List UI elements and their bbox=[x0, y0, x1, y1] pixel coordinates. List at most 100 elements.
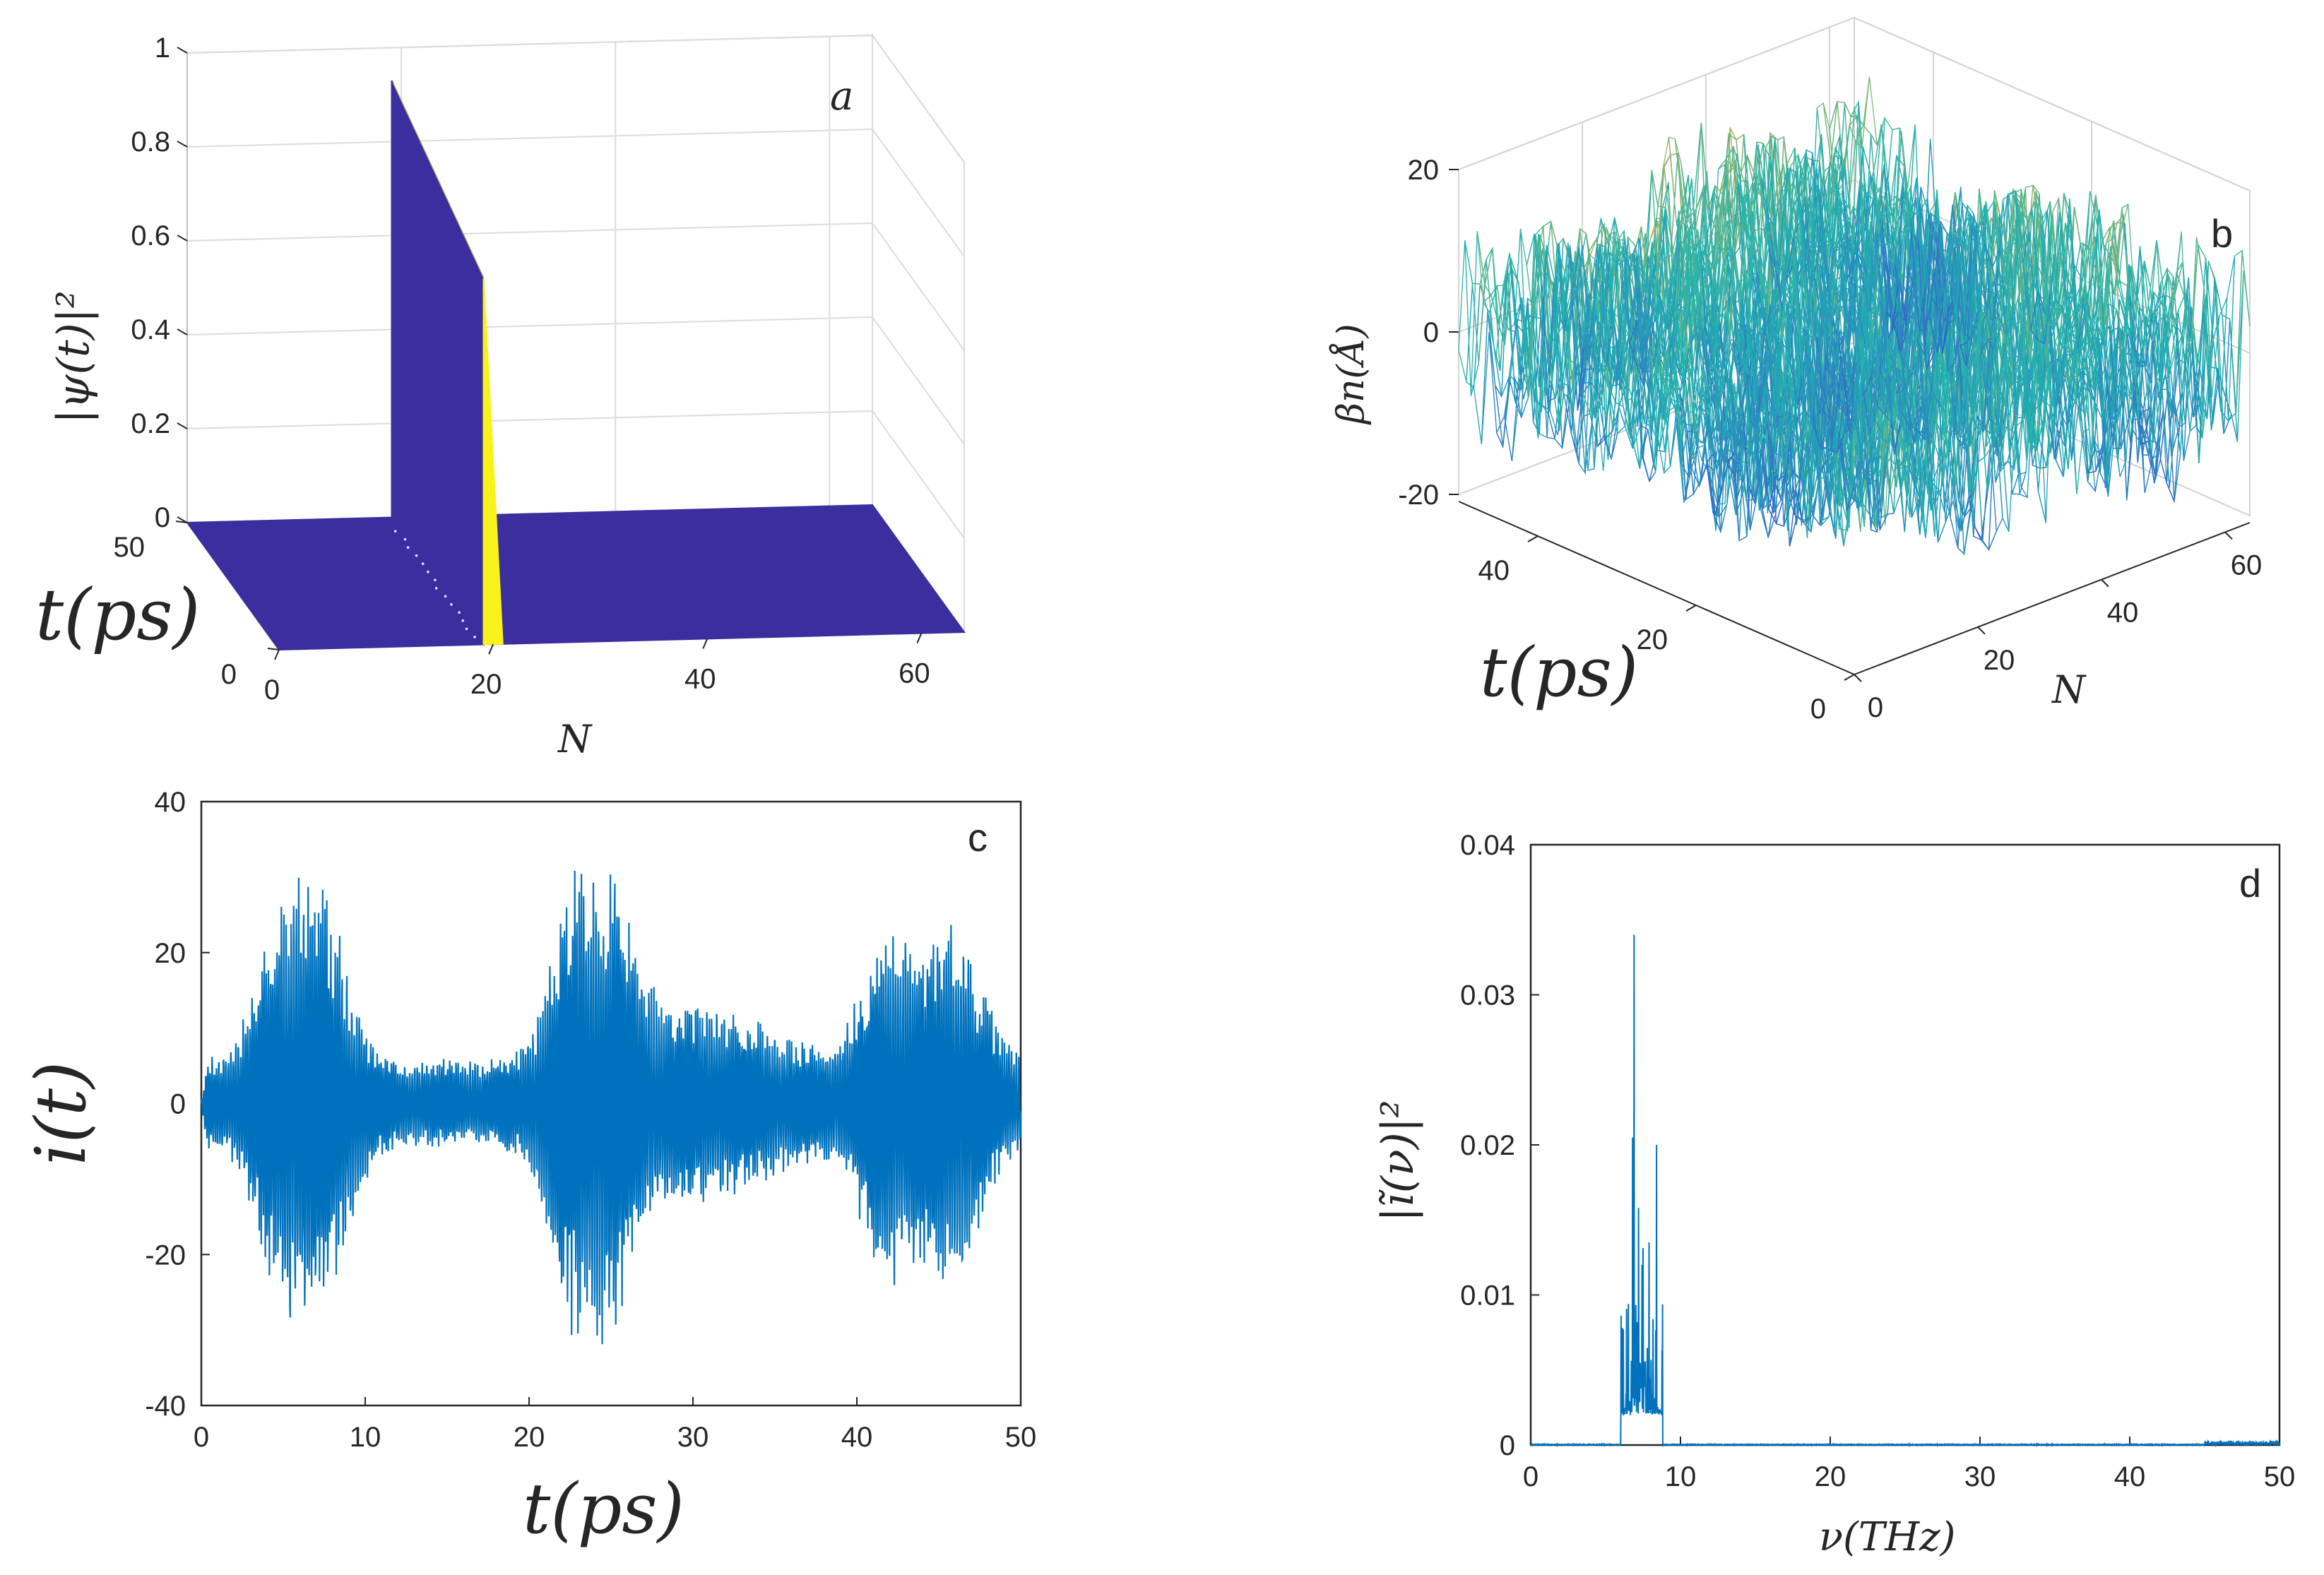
panel-c-line-chart: 0 10 20 30 40 50 -40 -20 0 20 40 c i(t) t(ps) bbox=[21, 787, 1036, 1550]
panel-d-xtick-label: 20 bbox=[1815, 1461, 1846, 1492]
panel-a-ytick-label: 50 bbox=[114, 532, 146, 563]
panel-a-floor bbox=[186, 504, 966, 651]
panel-c-ytick-label: 0 bbox=[170, 1089, 186, 1120]
panel-c-label: c bbox=[968, 815, 988, 860]
panel-b-y-axis bbox=[1458, 501, 1855, 675]
panel-a-ztick-label: 0 bbox=[155, 502, 170, 533]
panel-b-xtick-label: 40 bbox=[2107, 598, 2139, 629]
panel-a-speckle bbox=[465, 627, 468, 631]
panel-a-surface bbox=[186, 80, 966, 651]
panel-a-speckle bbox=[434, 587, 438, 590]
panel-d-ytick-label: 0.03 bbox=[1460, 980, 1515, 1011]
panel-b-xtick-mark bbox=[1854, 674, 1862, 682]
panel-a-ztick-mark bbox=[177, 234, 188, 242]
panel-a-xtick-label: 0 bbox=[264, 674, 280, 706]
panel-b-ytick-label: 40 bbox=[1478, 555, 1510, 586]
panel-c-ytick-label: 20 bbox=[155, 938, 186, 969]
panel-a-back-wall bbox=[186, 34, 873, 524]
panel-a-xtick-mark bbox=[488, 643, 494, 655]
panel-a-speckle bbox=[450, 602, 453, 606]
panel-a-speckle bbox=[403, 537, 407, 541]
panel-a-xlabel: N bbox=[557, 717, 593, 761]
panel-a-ztick-mark bbox=[177, 422, 188, 429]
panel-a-xtick-mark bbox=[916, 633, 923, 643]
panel-b-ytick-mark bbox=[1844, 674, 1855, 681]
panel-d-line-chart: 0 10 20 30 40 50 0 0.01 0.02 0.03 0.04 d |ĩ(ν)|² ν… bbox=[1372, 830, 2295, 1560]
panel-b-ytick-mark bbox=[1527, 535, 1539, 542]
panel-d-ytick-label: 0.01 bbox=[1460, 1280, 1515, 1312]
panel-d-ytick-label: 0.04 bbox=[1460, 830, 1515, 861]
panel-d-xtick-label: 40 bbox=[2114, 1461, 2146, 1492]
panel-a-ztick-label: 0.8 bbox=[131, 126, 170, 158]
panel-d-ytick-label: 0 bbox=[1500, 1430, 1515, 1461]
panel-c-xtick-label: 0 bbox=[194, 1422, 209, 1453]
panel-b-xlabel: N bbox=[2051, 667, 2087, 712]
panel-b-ytick-label: 0 bbox=[1810, 694, 1826, 725]
panel-a-ytick-label: 0 bbox=[221, 659, 237, 690]
panel-a-speckle bbox=[427, 570, 429, 573]
panel-a-ytick-mark bbox=[267, 648, 280, 650]
panel-a-speckle bbox=[434, 578, 437, 581]
panel-b-zlabel: βn(Å) bbox=[1329, 323, 1373, 425]
panel-d-xtick-label: 30 bbox=[1964, 1461, 1996, 1492]
panel-b-ztick-label: -20 bbox=[1398, 480, 1439, 511]
panel-a-xtick-label: 40 bbox=[684, 663, 716, 694]
panel-a-speckle bbox=[415, 554, 418, 557]
panel-a-ztick-label: 0.2 bbox=[131, 408, 170, 439]
panel-c-ytick-label: -40 bbox=[145, 1391, 186, 1422]
panel-b-xtick-label: 20 bbox=[1984, 645, 2015, 676]
panel-b-ztick-label: 20 bbox=[1408, 155, 1440, 186]
panel-c-xtick-label: 40 bbox=[841, 1422, 873, 1453]
panel-b-xtick-label: 60 bbox=[2231, 549, 2263, 581]
panel-a-xtick-mark bbox=[702, 638, 709, 649]
panel-a-ylabel: t(ps) bbox=[35, 573, 201, 656]
panel-c-xtick-label: 50 bbox=[1005, 1422, 1037, 1453]
panel-d-series-line bbox=[1530, 934, 2280, 1448]
panel-a-ztick-mark bbox=[177, 141, 188, 148]
panel-b-label: b bbox=[2211, 211, 2233, 256]
panel-a-surface-chart: 0 0.2 0.4 0.6 0.8 1 0 20 40 60 0 50 a |ψ(t)|² t(ps)… bbox=[35, 32, 966, 761]
panel-d-ylabel: |ĩ(ν)|² bbox=[1372, 1100, 1423, 1222]
panel-a-speckle bbox=[473, 636, 476, 638]
panel-b-ztick-label: 0 bbox=[1423, 317, 1439, 348]
panel-a-speckle bbox=[461, 619, 464, 622]
panel-a-ztick-label: 1 bbox=[155, 32, 170, 64]
panel-c-xtick-label: 30 bbox=[677, 1422, 709, 1453]
panel-b-xtick-mark bbox=[2101, 578, 2109, 588]
panel-a-speckle bbox=[444, 595, 447, 598]
panel-b-mesh-cell bbox=[2235, 250, 2251, 413]
panel-d-label: d bbox=[2239, 861, 2261, 905]
panel-b-surface-chart: -20 0 20 0 20 40 60 0 20 40 b βn(Å) t(ps) N bbox=[1329, 16, 2262, 725]
panel-c-ticks: 0 10 20 30 40 50 -40 -20 0 20 40 bbox=[145, 787, 1036, 1453]
panel-d-ytick-label: 0.02 bbox=[1460, 1130, 1515, 1161]
panel-b-x-axis bbox=[1854, 522, 2251, 675]
panel-b-zgrid-line bbox=[1458, 16, 2251, 191]
panel-c-xlabel: t(ps) bbox=[523, 1469, 684, 1550]
panel-d-xtick-label: 0 bbox=[1523, 1461, 1539, 1492]
panel-a-peak-top bbox=[391, 81, 487, 283]
panel-a-ztick-mark bbox=[177, 516, 188, 523]
panel-a-label: a bbox=[830, 73, 853, 119]
panel-a-ytick-mark bbox=[175, 521, 188, 523]
panel-c-xtick-label: 10 bbox=[350, 1422, 381, 1453]
panel-d-xlabel: ν(THz) bbox=[1819, 1514, 1955, 1560]
panel-a-ztick-mark bbox=[177, 328, 188, 335]
panel-c-ylabel: i(t) bbox=[21, 1062, 102, 1165]
panel-b-ytick-mark bbox=[1685, 605, 1697, 612]
panel-d-xtick-label: 10 bbox=[1665, 1461, 1697, 1492]
panel-a-xtick-label: 20 bbox=[470, 669, 502, 700]
panel-a-ztick-mark bbox=[177, 47, 188, 54]
panel-a-speckle bbox=[458, 611, 461, 614]
panel-a-speckle bbox=[421, 562, 425, 565]
panel-a-ztick-label: 0.4 bbox=[131, 314, 170, 345]
panel-b-ticks: -20 0 20 0 20 40 60 0 20 40 bbox=[1398, 155, 2262, 725]
panel-a-xtick-mark bbox=[274, 649, 280, 660]
panel-b-xtick-label: 0 bbox=[1868, 692, 1883, 723]
panel-c-ytick-label: -20 bbox=[145, 1240, 186, 1271]
panel-a-zlabel: |ψ(t)|² bbox=[47, 290, 99, 424]
panel-c-xtick-label: 20 bbox=[514, 1422, 545, 1453]
panel-c-series-line bbox=[200, 870, 1022, 1345]
panel-a-ztick-label: 0.6 bbox=[131, 220, 170, 251]
panel-b-ylabel: t(ps) bbox=[1480, 633, 1638, 712]
panel-c-ytick-label: 40 bbox=[155, 787, 186, 818]
